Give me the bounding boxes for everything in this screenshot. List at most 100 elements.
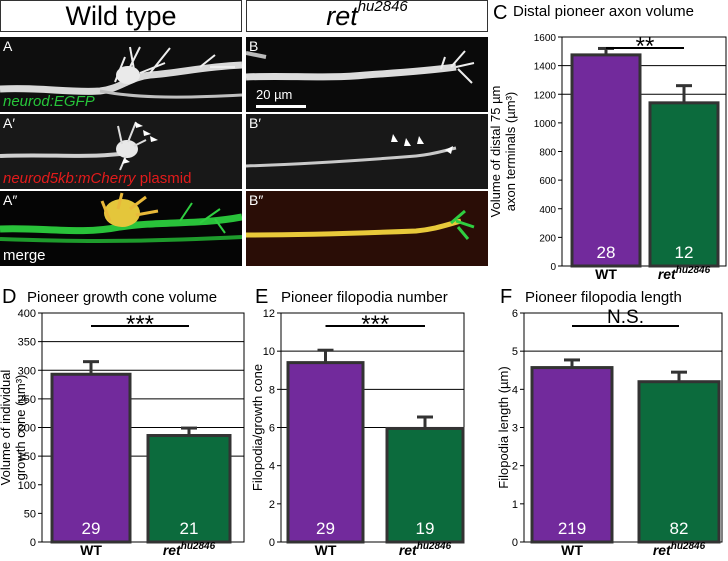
panel-label-A2: A″ — [3, 192, 18, 208]
ytick-label-c-7: 1400 — [534, 62, 557, 73]
n-label-e-0: 29 — [316, 519, 335, 538]
ylabel-e-0: Filopodia/growth cone — [250, 364, 265, 491]
axon-image-A2 — [0, 192, 242, 243]
micro-panel-B1: B′ — [246, 114, 488, 189]
panel-label-A1: A′ — [3, 115, 15, 131]
chart-title-E: Pioneer filopodia number — [281, 289, 448, 306]
ytick-label-d-4: 200 — [18, 423, 36, 435]
category-sup-f-1: hu2846 — [671, 541, 706, 552]
panel-label-F: F — [500, 286, 513, 308]
merge-label: merge — [3, 247, 46, 264]
category-label-c-1: rethu2846 — [658, 265, 711, 282]
ytick-label-f-1: 1 — [512, 499, 518, 511]
panel-label-C: C — [493, 2, 508, 24]
n-label-d-1: 21 — [180, 519, 199, 538]
mcherry-label-name: neurod5kb:mCherry — [3, 170, 136, 187]
panel-label-E: E — [255, 286, 269, 308]
axon-image-A — [0, 46, 242, 99]
ylabel-f-0: Filopodia length (µm) — [496, 366, 511, 488]
category-label-d-0: WT — [80, 542, 102, 558]
axon-image-B — [246, 50, 475, 108]
category-label-f-0: WT — [561, 542, 583, 558]
ytick-label-d-0: 0 — [30, 537, 36, 549]
n-label-c-0: 28 — [597, 243, 616, 262]
ytick-label-e-1: 2 — [269, 499, 275, 511]
chart-title-C: Distal pioneer axon volume — [513, 3, 694, 20]
category-label-e-0: WT — [315, 542, 337, 558]
ytick-label-c-4: 800 — [539, 148, 556, 159]
category-label-d-1: rethu2846 — [163, 541, 216, 558]
n-label-c-1: 12 — [675, 243, 694, 262]
bar-d-0 — [50, 372, 132, 544]
chart-C: 0 200 400 600 800 1000 1200 1400 1600 Volume of d… — [490, 33, 727, 282]
micro-panel-B2: B″ — [246, 191, 488, 266]
chart-D: 0 50 100 150 200 250 300 350 400 Volume of indivi… — [0, 308, 245, 558]
ytick-label-e-4: 8 — [269, 384, 275, 396]
bar-f-0 — [530, 366, 614, 544]
mcherry-label: neurod5kb:mCherry plasmid — [3, 170, 191, 187]
category-base-f-1: ret — [653, 542, 672, 558]
scale-bar-label: 20 µm — [256, 87, 293, 102]
mcherry-label-plasmid: plasmid — [135, 170, 192, 187]
significance-label-d: *** — [126, 311, 154, 338]
ytick-label-c-3: 600 — [539, 176, 556, 187]
category-base-c-1: ret — [658, 266, 677, 282]
n-label-e-1: 19 — [416, 519, 435, 538]
ylabel-c-1: axon terminals (µm³) — [503, 92, 518, 211]
chart-title-D: Pioneer growth cone volume — [27, 289, 218, 306]
ytick-label-c-5: 1000 — [534, 119, 557, 130]
header-ret-text: ret — [326, 0, 358, 31]
bar-e-0 — [286, 361, 365, 544]
micro-panel-A1: A′ neurod5kb:mCherry plasmid — [0, 114, 242, 189]
ytick-label-f-3: 3 — [512, 423, 518, 435]
neurod-egfp-label: neurod:EGFP — [3, 93, 95, 110]
header-wild-type-text: Wild type — [65, 0, 177, 31]
panel-label-B2: B″ — [249, 192, 264, 208]
ytick-label-d-7: 350 — [18, 337, 36, 349]
ytick-label-e-5: 10 — [263, 346, 275, 358]
bar-c-0 — [570, 53, 642, 268]
ytick-label-c-2: 400 — [539, 205, 556, 216]
significance-label-c: ** — [636, 33, 655, 60]
axon-image-B2 — [246, 209, 475, 240]
ytick-label-d-1: 50 — [24, 508, 36, 520]
ylabel-c-0: Volume of distal 75 µm — [490, 86, 503, 218]
axon-image-B1 — [246, 134, 457, 168]
panel-label-D: D — [2, 286, 17, 308]
ytick-label-c-0: 0 — [550, 262, 556, 273]
panel-label-B: B — [249, 38, 259, 54]
micro-panel-A: A neurod:EGFP — [0, 37, 242, 112]
chart-F: 0 1 2 3 4 5 6 Filopodia length (µm) 219 WT 82 rethu… — [496, 307, 723, 558]
ytick-label-f-5: 5 — [512, 346, 518, 358]
category-sup-e-1: hu2846 — [417, 541, 452, 552]
chart-title-F: Pioneer filopodia length — [525, 289, 682, 306]
ytick-label-e-6: 12 — [263, 308, 275, 320]
bar-c-1 — [648, 101, 720, 268]
bar-d-1 — [146, 434, 232, 544]
ytick-label-d-3: 150 — [18, 451, 36, 463]
header-ret-sup: hu2846 — [357, 0, 408, 15]
panel-label-A: A — [3, 38, 13, 54]
header-ret: ret hu2846 — [246, 0, 488, 32]
header-wild-type: Wild type — [0, 0, 242, 32]
n-label-d-0: 29 — [82, 519, 101, 538]
ytick-label-d-5: 250 — [18, 394, 36, 406]
chart-E: 0 2 4 6 8 10 12 Filopodia/growth cone 29 WT 19 reth… — [250, 308, 465, 558]
ytick-label-f-0: 0 — [512, 537, 518, 549]
ytick-label-f-4: 4 — [512, 384, 518, 396]
ytick-label-f-6: 6 — [512, 308, 518, 320]
panel-label-B1: B′ — [249, 115, 261, 131]
ytick-label-c-1: 200 — [539, 233, 556, 244]
ytick-label-d-8: 400 — [18, 308, 36, 320]
ytick-label-d-2: 100 — [18, 480, 36, 492]
micro-panel-B: B 20 µm — [246, 37, 488, 112]
ytick-label-f-2: 2 — [512, 461, 518, 473]
significance-label-e: *** — [361, 311, 389, 338]
ytick-label-e-3: 6 — [269, 423, 275, 435]
ytick-label-c-8: 1600 — [534, 33, 557, 44]
category-base-d-1: ret — [163, 542, 182, 558]
ytick-label-c-6: 1200 — [534, 90, 557, 101]
n-label-f-0: 219 — [558, 519, 586, 538]
category-sup-d-1: hu2846 — [181, 541, 216, 552]
ylabel-d-0: Volume of individual — [0, 370, 13, 486]
